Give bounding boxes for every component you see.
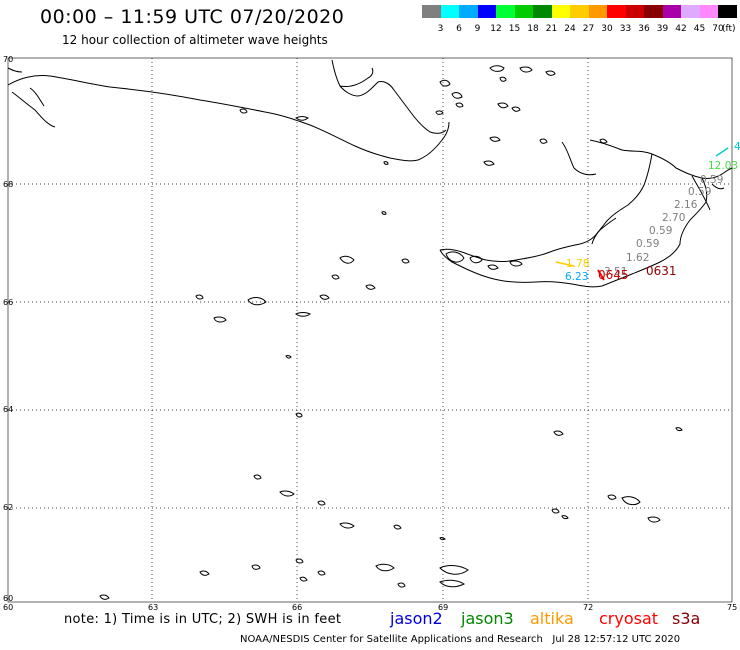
legend-swatch (570, 5, 589, 18)
pass-time-label: 0631 (646, 264, 677, 278)
legend-swatch (607, 5, 626, 18)
longitude-label: 63 (148, 603, 159, 612)
footnote: note: 1) Time is in UTC; 2) SWH is in fe… (64, 612, 342, 627)
legend-label: 70 (712, 24, 724, 34)
islands (99, 65, 683, 600)
wave-height-value: 0.59 (700, 174, 724, 186)
satellite-name: altika (530, 609, 574, 628)
longitude-label: 72 (583, 603, 594, 612)
legend-swatch (422, 5, 441, 18)
map-title: 00:00 – 11:59 UTC 07/20/2020 (40, 6, 345, 28)
legend-swatch (514, 5, 534, 18)
satellite-name: jason2 (390, 609, 443, 628)
wave-height-value: 4 (734, 141, 740, 153)
wave-height-value: 0.59 (688, 186, 712, 198)
wave-height-value: 2.16 (674, 199, 698, 211)
legend-label: 12 (490, 24, 502, 34)
wave-height-value: 0.59 (649, 225, 673, 237)
legend-swatch (644, 5, 663, 18)
map-frame (7, 57, 733, 603)
wave-height-value: 6.23 (565, 271, 589, 283)
legend-label: 36 (638, 24, 650, 34)
wave-height-value: 12.03 (708, 160, 739, 172)
legend-label: 6 (456, 24, 462, 34)
legend-label: 27 (582, 24, 595, 34)
longitude-label: 69 (438, 603, 449, 612)
legend-label: 18 (527, 24, 539, 34)
legend-swatch (662, 5, 682, 18)
wave-height-value: 2.70 (662, 212, 686, 224)
legend-label: 30 (601, 24, 613, 34)
satellite-name: cryosat (599, 609, 659, 628)
longitude-label: 60 (3, 603, 14, 612)
wave-height-value: 0.59 (636, 238, 660, 250)
legend-label: 39 (656, 24, 669, 34)
legend-label: 9 (474, 24, 481, 34)
legend-label: 21 (545, 24, 558, 34)
map-subtitle: 12 hour collection of altimeter wave hei… (62, 33, 328, 47)
legend-swatch (681, 5, 700, 18)
coastline (7, 59, 733, 288)
latitude-label: 64 (3, 405, 14, 414)
legend-label: 24 (564, 24, 576, 34)
latitude-label: 68 (3, 180, 14, 189)
longitude-label: 66 (292, 603, 303, 612)
wave-height-value: 1.78 (566, 258, 590, 270)
legend-swatch (459, 5, 478, 18)
legend-unit: (ft) (722, 24, 736, 34)
credit-line: NOAA/NESDIS Center for Satellite Applica… (240, 634, 681, 645)
legend-swatch (625, 5, 645, 18)
legend-swatch (496, 5, 515, 18)
satellite-name: jason3 (461, 609, 514, 628)
latitude-label: 70 (3, 55, 14, 64)
legend-swatch (440, 5, 460, 18)
legend-swatch (477, 5, 497, 18)
legend-swatch (551, 5, 571, 18)
legend-swatch (718, 5, 737, 18)
latitude-label: 62 (3, 503, 14, 512)
legend-swatch (588, 5, 608, 18)
altimeter-track-marks (555, 147, 729, 281)
legend-swatch (699, 5, 719, 18)
legend-label: 33 (619, 24, 632, 34)
graticule (8, 58, 732, 602)
latitude-label: 66 (3, 298, 14, 307)
legend-label: 15 (508, 24, 521, 34)
legend-label: 42 (675, 24, 687, 34)
longitude-label: 75 (727, 603, 738, 612)
legend-swatch (533, 5, 552, 18)
pass-time-label: 0645 (598, 268, 629, 282)
legend-label: 45 (693, 24, 706, 34)
latitude-label: 60 (3, 594, 14, 603)
wave-height-value: 3.51 (604, 266, 628, 278)
wave-height-value: 1.62 (626, 252, 650, 264)
satellite-name: s3a (672, 609, 701, 628)
legend-label: 3 (437, 24, 444, 34)
